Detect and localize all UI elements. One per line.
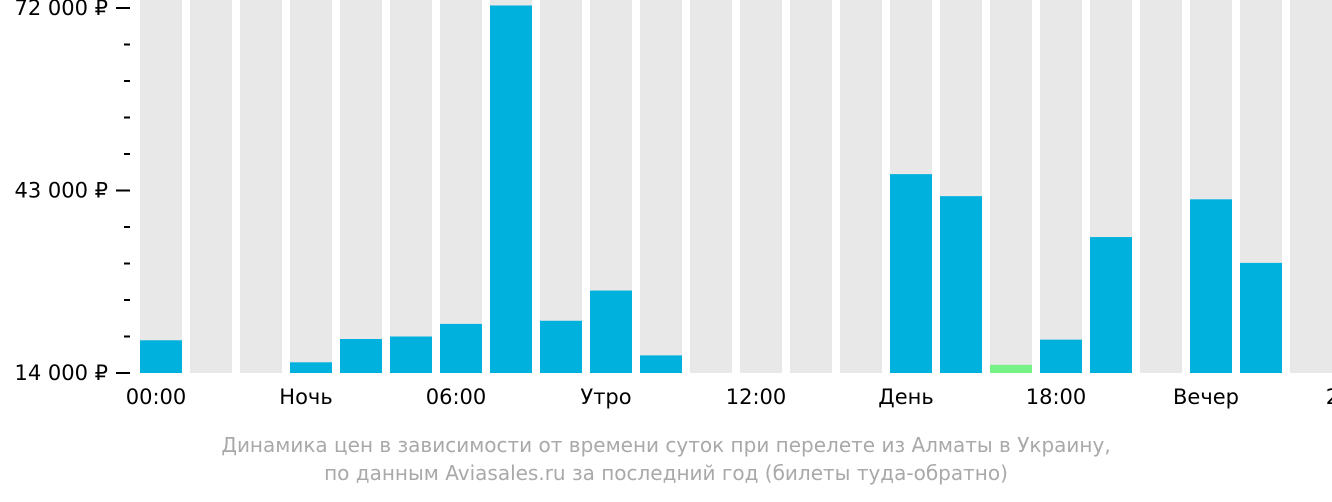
x-tick-label: 24:00	[1326, 385, 1332, 409]
hour-column-04	[340, 0, 382, 373]
y-tick-label: 14 000 ₽	[14, 361, 108, 385]
price-bar-21[interactable]	[1190, 199, 1232, 373]
hour-column-13	[790, 0, 832, 373]
price-bar-22[interactable]	[1240, 262, 1282, 373]
background-columns	[140, 0, 1332, 373]
price-bar-17[interactable]	[990, 364, 1032, 373]
x-tick-label: Ночь	[279, 385, 332, 409]
hour-column-08	[540, 0, 582, 373]
hour-column-14	[840, 0, 882, 373]
price-bars	[140, 5, 1282, 374]
price-bar-10[interactable]	[640, 355, 682, 373]
x-tick-label: Утро	[580, 385, 631, 409]
hour-column-05	[390, 0, 432, 373]
y-axis: 72 000 ₽ 43 000 ₽ 14 000 ₽	[14, 0, 130, 385]
hour-column-23	[1290, 0, 1332, 373]
price-bar-09[interactable]	[590, 290, 632, 373]
y-tick-label: 72 000 ₽	[14, 0, 108, 20]
price-bar-00[interactable]	[140, 340, 182, 373]
hour-column-02	[240, 0, 282, 373]
x-tick-label: 00:00	[126, 385, 187, 409]
x-tick-label: 06:00	[426, 385, 487, 409]
price-bar-18[interactable]	[1040, 339, 1082, 373]
chart-caption-line-1: Динамика цен в зависимости от времени су…	[221, 433, 1111, 457]
price-bar-05[interactable]	[390, 336, 432, 374]
hour-column-12	[740, 0, 782, 373]
hour-column-11	[690, 0, 732, 373]
price-bar-07[interactable]	[490, 5, 532, 374]
hour-column-18	[1040, 0, 1082, 373]
hour-column-03	[290, 0, 332, 373]
x-tick-label: День	[878, 385, 933, 409]
x-tick-label: Вечер	[1173, 385, 1239, 409]
price-bar-08[interactable]	[540, 320, 582, 373]
x-tick-label: 12:00	[726, 385, 787, 409]
hour-column-01	[190, 0, 232, 373]
hour-column-10	[640, 0, 682, 373]
x-axis: 00:00 Ночь 06:00 Утро 12:00 День 18:00 Вечер 24:…	[126, 385, 1332, 409]
hour-column-00	[140, 0, 182, 373]
price-bar-16[interactable]	[940, 196, 982, 373]
hour-column-20	[1140, 0, 1182, 373]
hour-column-17	[990, 0, 1032, 373]
chart-caption-line-2: по данным Aviasales.ru за последний год …	[324, 461, 1008, 485]
y-tick-label: 43 000 ₽	[14, 179, 108, 203]
x-tick-label: 18:00	[1026, 385, 1087, 409]
price-bar-03[interactable]	[290, 362, 332, 373]
price-bar-15[interactable]	[890, 174, 932, 373]
price-by-hour-chart: 72 000 ₽ 43 000 ₽ 14 000 ₽ 00:00 Ночь 06:00 У…	[14, 0, 1332, 409]
price-bar-04[interactable]	[340, 339, 382, 373]
price-bar-06[interactable]	[440, 323, 482, 373]
price-bar-19[interactable]	[1090, 237, 1132, 373]
hour-column-06	[440, 0, 482, 373]
